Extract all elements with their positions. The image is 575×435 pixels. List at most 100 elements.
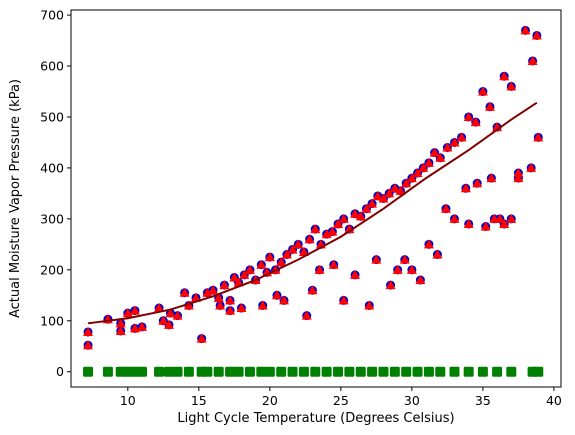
x-tick-label: 30 bbox=[404, 393, 420, 408]
chart-marks bbox=[83, 25, 544, 377]
data-point-triangle bbox=[378, 193, 389, 203]
data-point-triangle bbox=[165, 308, 176, 318]
data-point-triangle bbox=[415, 275, 426, 285]
data-point-square bbox=[287, 366, 298, 377]
data-point-triangle bbox=[293, 239, 304, 249]
data-point-triangle bbox=[527, 55, 538, 65]
data-point-triangle bbox=[233, 277, 244, 287]
data-point-triangle bbox=[372, 190, 383, 200]
data-point-triangle bbox=[513, 173, 524, 183]
data-point-triangle bbox=[158, 315, 169, 325]
data-point-triangle bbox=[239, 269, 250, 279]
x-tick-label: 35 bbox=[475, 393, 491, 408]
trend-line bbox=[87, 101, 538, 325]
data-point-triangle bbox=[484, 101, 495, 111]
data-point-triangle bbox=[472, 178, 483, 188]
data-point-triangle bbox=[477, 86, 488, 96]
data-point-triangle bbox=[406, 173, 417, 183]
data-point-square bbox=[389, 366, 400, 377]
data-point-square bbox=[83, 366, 94, 377]
data-point-triangle bbox=[327, 226, 338, 236]
data-point-square bbox=[233, 366, 244, 377]
y-tick-label: 0 bbox=[56, 364, 64, 379]
data-point-square bbox=[344, 366, 355, 377]
data-point-triangle bbox=[183, 300, 194, 310]
data-point-triangle bbox=[412, 168, 423, 178]
data-point-triangle bbox=[423, 239, 434, 249]
y-tick-label: 700 bbox=[40, 8, 64, 23]
data-point-triangle bbox=[350, 208, 361, 218]
data-point-triangle bbox=[486, 173, 497, 183]
data-point-triangle bbox=[215, 300, 226, 310]
data-point-square bbox=[321, 366, 332, 377]
data-point-square bbox=[202, 366, 213, 377]
data-point-triangle bbox=[122, 308, 133, 318]
data-point-triangle bbox=[307, 285, 318, 295]
data-point-triangle bbox=[229, 272, 240, 282]
data-point-triangle bbox=[213, 292, 224, 302]
data-point-triangle bbox=[442, 142, 453, 152]
data-point-triangle bbox=[225, 305, 236, 315]
data-point-square bbox=[423, 366, 434, 377]
data-point-square bbox=[172, 366, 183, 377]
data-point-triangle bbox=[406, 264, 417, 274]
data-point-triangle bbox=[499, 71, 510, 81]
data-point-triangle bbox=[279, 295, 290, 305]
data-point-triangle bbox=[432, 249, 443, 259]
data-point-square bbox=[183, 366, 194, 377]
data-point-triangle bbox=[533, 132, 544, 142]
data-point-triangle bbox=[281, 249, 292, 259]
data-point-square bbox=[435, 366, 446, 377]
data-point-triangle bbox=[463, 111, 474, 121]
data-point-triangle bbox=[225, 295, 236, 305]
data-point-triangle bbox=[83, 326, 94, 336]
data-point-triangle bbox=[520, 25, 531, 35]
y-tick-label: 600 bbox=[40, 59, 64, 74]
data-point-square bbox=[367, 366, 378, 377]
x-tick-label: 20 bbox=[262, 393, 278, 408]
data-point-triangle bbox=[115, 318, 126, 328]
data-point-triangle bbox=[298, 246, 309, 256]
data-point-triangle bbox=[463, 218, 474, 228]
data-point-square bbox=[492, 366, 503, 377]
data-point-square bbox=[533, 366, 544, 377]
data-point-square bbox=[264, 366, 275, 377]
data-point-triangle bbox=[202, 287, 213, 297]
data-point-triangle bbox=[115, 325, 126, 335]
data-point-square bbox=[449, 366, 460, 377]
data-point-triangle bbox=[423, 157, 434, 167]
data-point-square bbox=[477, 366, 488, 377]
data-point-triangle bbox=[364, 300, 375, 310]
data-point-triangle bbox=[418, 162, 429, 172]
data-point-triangle bbox=[314, 264, 325, 274]
data-point-triangle bbox=[480, 221, 491, 231]
data-point-square bbox=[506, 366, 517, 377]
data-point-square bbox=[463, 366, 474, 377]
data-point-square bbox=[355, 366, 366, 377]
data-point-square bbox=[310, 366, 321, 377]
data-point-triangle bbox=[129, 305, 140, 315]
data-point-square bbox=[276, 366, 287, 377]
data-point-triangle bbox=[333, 218, 344, 228]
data-point-square bbox=[164, 366, 174, 377]
data-point-triangle bbox=[244, 264, 255, 274]
data-point-triangle bbox=[399, 254, 410, 264]
data-point-triangle bbox=[172, 310, 183, 320]
data-point-triangle bbox=[435, 152, 446, 162]
data-point-triangle bbox=[506, 213, 517, 223]
data-point-square bbox=[256, 366, 267, 377]
data-point-square bbox=[401, 366, 412, 377]
data-point-triangle bbox=[440, 203, 451, 213]
data-point-triangle bbox=[276, 257, 287, 267]
data-point-triangle bbox=[449, 137, 460, 147]
data-point-square bbox=[102, 366, 113, 377]
data-point-triangle bbox=[328, 259, 339, 269]
plot-frame bbox=[70, 9, 562, 388]
data-point-triangle bbox=[460, 183, 471, 193]
data-point-triangle bbox=[236, 303, 247, 313]
data-point-triangle bbox=[429, 147, 440, 157]
data-point-triangle bbox=[287, 244, 298, 254]
